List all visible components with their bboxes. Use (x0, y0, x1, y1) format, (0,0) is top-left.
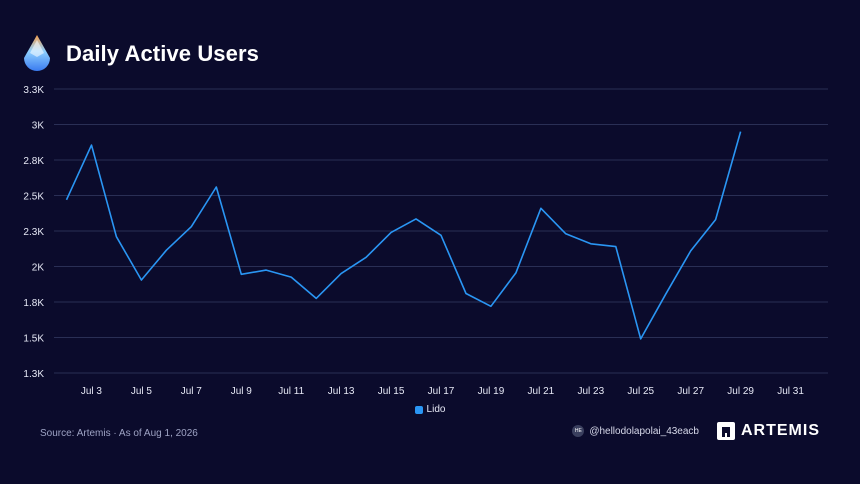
grid-lines (54, 88, 828, 374)
legend-label-lido: Lido (426, 404, 446, 415)
x-tick-label: Jul 7 (181, 386, 203, 397)
x-tick-label: Jul 25 (627, 386, 654, 397)
creator-handle: @hellodolapolai_43eacb (589, 425, 699, 437)
x-tick-label: Jul 31 (777, 386, 804, 397)
chart-title: Daily Active Users (66, 41, 259, 66)
footer-branding: HE @hellodolapolai_43eacb ARTEMIS (572, 422, 820, 440)
x-tick-label: Jul 5 (131, 386, 153, 397)
x-tick-label: Jul 21 (528, 386, 555, 397)
x-tick-label: Jul 17 (428, 386, 455, 397)
x-axis-ticks: Jul 3 Jul 5 Jul 7 Jul 9 Jul 11 Jul 13 Jul 15 Ju… (81, 386, 804, 397)
x-tick-label: Jul 23 (577, 386, 604, 397)
brand-name: ARTEMIS (741, 422, 820, 439)
y-tick-label: 3.3K (23, 85, 44, 96)
legend[interactable]: Lido (0, 404, 860, 415)
legend-swatch-lido (414, 405, 423, 414)
x-tick-label: Jul 19 (478, 386, 505, 397)
y-tick-label: 2.8K (23, 156, 44, 167)
y-axis-ticks: 1.3K 1.5K 1.8K 2K 2.3K 2.5K 2.8K 3K 3.3K (23, 85, 44, 380)
y-tick-label: 2.5K (23, 192, 44, 203)
y-tick-label: 1.8K (23, 298, 44, 309)
y-tick-label: 1.5K (23, 334, 44, 345)
y-tick-label: 3K (32, 121, 45, 132)
x-tick-label: Jul 11 (278, 386, 304, 397)
y-tick-label: 2.3K (23, 227, 44, 238)
source-note: Source: Artemis · As of Aug 1, 2026 (40, 428, 198, 439)
y-tick-label: 1.3K (23, 369, 44, 380)
x-tick-label: Jul 3 (81, 386, 103, 397)
x-tick-label: Jul 29 (727, 386, 754, 397)
series-lines (65, 131, 742, 340)
artemis-logo-icon (717, 422, 735, 440)
x-tick-label: Jul 27 (677, 386, 704, 397)
x-tick-label: Jul 9 (231, 386, 253, 397)
x-tick-label: Jul 13 (328, 386, 355, 397)
user-avatar-icon: HE (572, 425, 585, 437)
x-tick-label: Jul 15 (378, 386, 405, 397)
series-line-lido[interactable] (65, 131, 742, 340)
lido-drop-icon (24, 35, 50, 71)
y-tick-label: 2K (32, 263, 45, 274)
chart-header: Daily Active Users (22, 32, 259, 76)
